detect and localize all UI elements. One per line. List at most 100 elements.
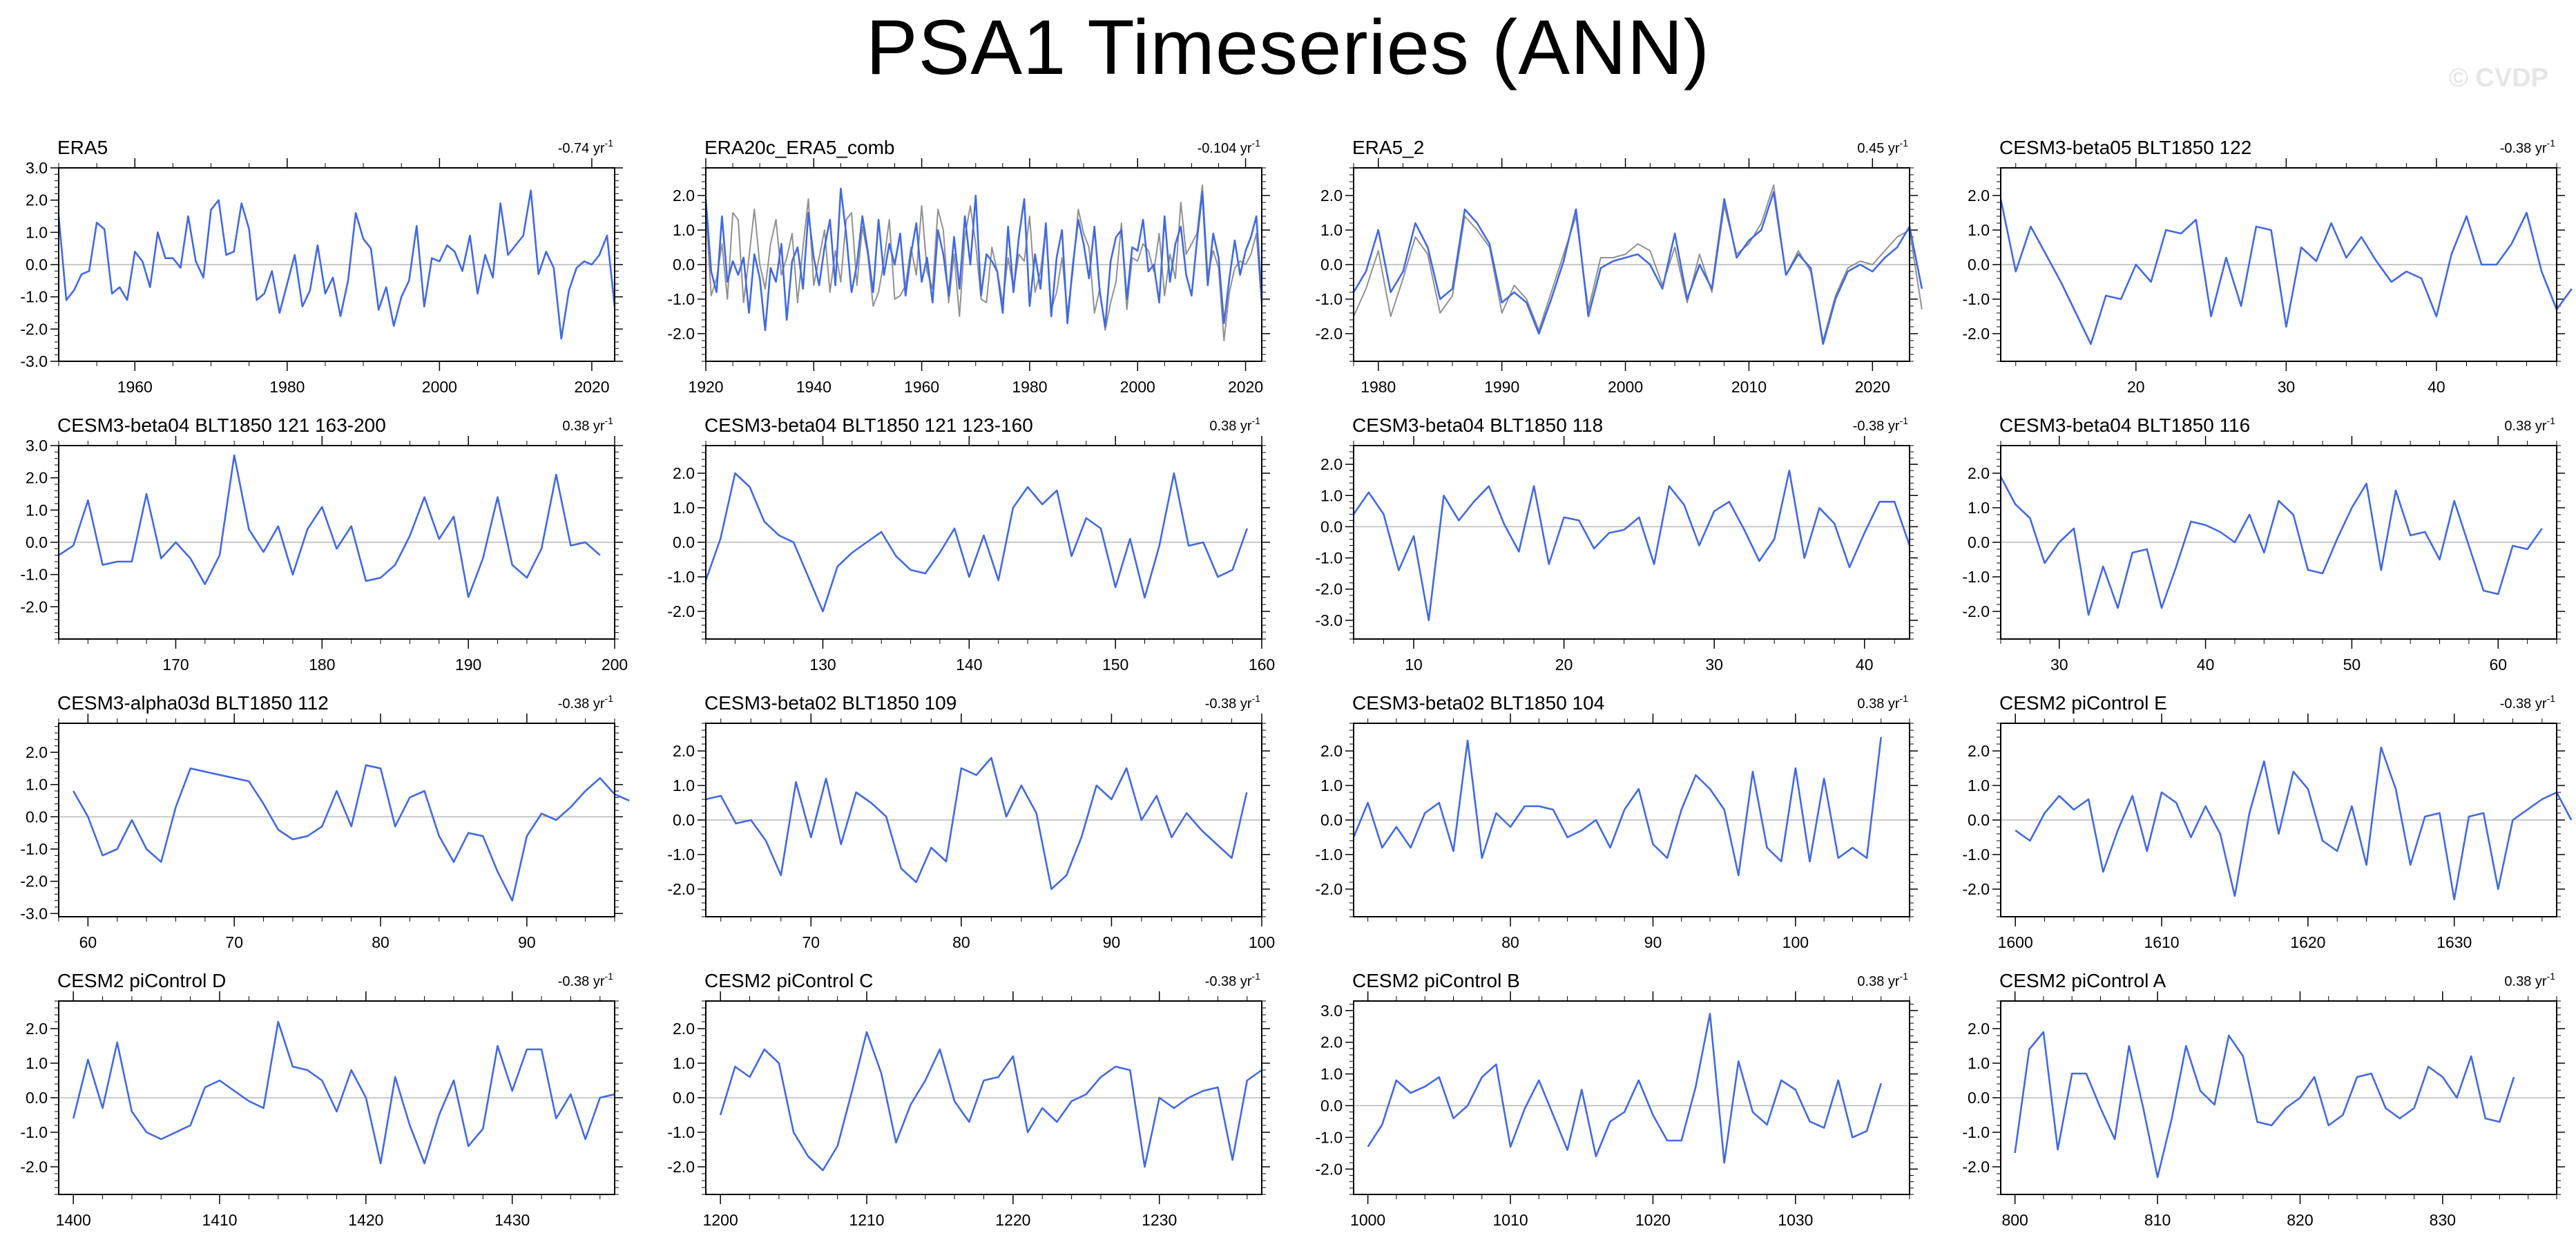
trend-label: -0.38 yr-1 [2500,137,2555,156]
trend-exponent: -1 [605,971,614,982]
trend-exponent: -1 [1900,971,1909,982]
series-line [704,187,1263,332]
panel-title: CESM2 piControl A [1999,970,2166,991]
y-tick-label: -2.0 [1962,325,1990,343]
y-tick-label: 3.0 [26,159,48,177]
series-line [57,189,616,340]
y-tick-label: -1.0 [1315,846,1343,864]
trend-exponent: -1 [605,693,614,704]
y-tick-label: -1.0 [667,846,695,864]
y-tick-label: 0.0 [26,256,48,274]
plot-frame [2000,445,2557,640]
panel-title: CESM3-beta02 BLT1850 109 [704,692,957,714]
trend-exponent: -1 [1900,137,1909,149]
y-tick-label: 0.0 [673,256,695,274]
trend-value: 0.38 [2504,419,2535,434]
trend-unit: yr [1888,974,1900,989]
trend-label: -0.74 yr-1 [558,137,613,156]
trend-label: -0.38 yr-1 [558,971,613,989]
y-tick-label: 2.0 [1968,1020,1990,1038]
trend-label: -0.104 yr-1 [1198,137,1261,156]
trend-value: 0.38 [562,419,593,434]
x-tick-label: 1200 [703,1211,738,1229]
x-tick-label: 190 [455,656,481,674]
y-tick-label: 2.0 [673,742,695,760]
x-tick-label: 1980 [269,378,305,396]
trend-exponent: -1 [2547,693,2556,704]
panel-title: CESM3-beta04 BLT1850 118 [1352,414,1603,436]
y-tick-label: -2.0 [1315,1160,1343,1178]
y-tick-label: 0.0 [1968,256,1990,274]
y-tick-label: 2.0 [673,464,695,482]
y-tick-label: 0.0 [1968,811,1990,829]
panel-title: CESM3-beta05 BLT1850 122 [1999,137,2251,158]
y-tick-label: 2.0 [26,469,48,487]
x-tick-label: 40 [2197,656,2215,674]
x-tick-label: 1960 [117,378,153,396]
x-tick-label: 1980 [1361,378,1396,396]
trend-label: 0.38 yr-1 [1209,415,1260,434]
plot-frame [58,445,615,640]
x-tick-label: 150 [1102,656,1128,674]
panel-title: CESM2 piControl D [57,970,226,991]
y-tick-label: 2.0 [1320,1033,1343,1051]
series-line [72,1020,615,1165]
plot-frame [705,1000,1262,1195]
trend-unit: yr [2535,141,2547,156]
x-tick-label: 2000 [422,378,457,396]
trend-value: -0.38 [558,696,593,712]
trend-label: 0.38 yr-1 [562,415,613,434]
timeseries-panel: ERA5 -0.74 yr-1 3.0 2.0 1.0 0.0 -1.0 -2.0 -3.0 19… [20,137,623,396]
trend-unit: yr [2535,974,2547,989]
x-tick-label: 1990 [1484,378,1519,396]
panel-title: CESM2 piControl E [1999,692,2167,714]
cvdp-watermark: © CVDP [2448,64,2548,93]
panel-title: ERA5_2 [1352,137,1424,158]
x-tick-label: 1010 [1492,1211,1528,1229]
x-tick-label: 30 [1705,656,1723,674]
x-tick-label: 40 [1856,656,1874,674]
panel-title: CESM3-alpha03d BLT1850 112 [57,692,329,714]
y-tick-label: 1.0 [26,501,48,519]
y-tick-label: -3.0 [20,352,48,370]
y-tick-label: 0.0 [26,1089,48,1107]
x-tick-label: 1400 [56,1211,91,1229]
y-tick-label: -2.0 [667,325,695,343]
trend-exponent: -1 [1252,693,1261,704]
y-tick-label: 2.0 [1320,187,1343,204]
y-tick-label: -2.0 [1962,1158,1990,1176]
y-tick-label: -1.0 [667,290,695,308]
trend-unit: yr [1240,141,1252,156]
y-tick-label: -1.0 [1962,846,1990,864]
y-tick-label: -2.0 [667,1158,695,1176]
x-tick-label: 160 [1249,656,1275,674]
timeseries-panel: ERA5_2 0.45 yr-1 2.0 1.0 0.0 -1.0 -2.0 1980 1990… [1315,137,1923,396]
trend-label: 0.38 yr-1 [2504,415,2555,434]
trend-value: -0.38 [1853,419,1888,434]
x-tick-label: 800 [2001,1211,2028,1229]
timeseries-panel: CESM3-beta02 BLT1850 109 -0.38 yr-1 2.0 1.0… [667,692,1275,951]
x-tick-label: 1410 [202,1211,237,1229]
y-tick-label: -1.0 [20,288,48,306]
y-tick-label: -2.0 [1315,325,1343,343]
y-tick-label: 0.0 [1320,256,1343,274]
trend-value: -0.38 [2500,141,2535,156]
trend-label: -0.38 yr-1 [1205,693,1260,712]
y-tick-label: -1.0 [1315,290,1343,308]
timeseries-panel: CESM3-beta04 BLT1850 116 0.38 yr-1 2.0 1.0 0… [1962,414,2565,674]
x-tick-label: 1920 [688,378,723,396]
trend-unit: yr [593,141,605,156]
series-line [1999,476,2543,616]
y-tick-label: -3.0 [1315,611,1343,629]
y-tick-label: 2.0 [1968,742,1990,760]
trend-value: 0.38 [2504,974,2535,989]
trend-label: 0.38 yr-1 [1857,971,1908,989]
y-tick-label: -2.0 [1962,880,1990,898]
x-tick-label: 1960 [904,378,939,396]
x-tick-label: 1620 [2290,933,2325,951]
y-tick-label: -1.0 [1962,290,1990,308]
x-tick-label: 90 [518,933,536,951]
y-tick-label: 1.0 [673,499,695,517]
series-line [2015,746,2573,901]
y-tick-label: 2.0 [26,1020,48,1038]
